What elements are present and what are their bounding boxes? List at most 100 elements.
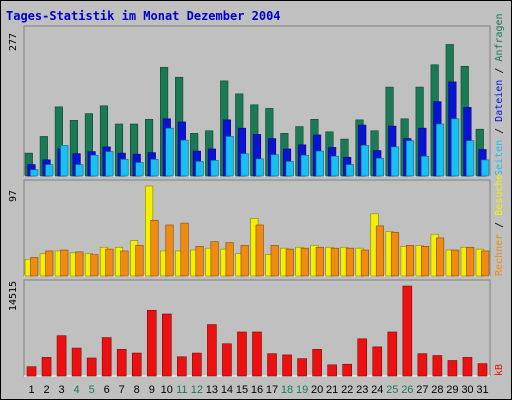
bar-rechner-7 [120, 250, 129, 277]
day-label-29: 29 [446, 384, 458, 396]
bar-rechner-27 [420, 246, 430, 277]
bar-rechner-23 [360, 249, 369, 277]
day-label-13: 13 [206, 384, 218, 396]
bar-kb-15 [237, 331, 247, 377]
legend-visits: Rechner / Besuche [494, 174, 505, 276]
day-label-5: 5 [89, 384, 95, 396]
bar-seiten-6 [105, 151, 114, 177]
bar-seiten-28 [436, 123, 445, 177]
bar-rechner-25 [390, 232, 400, 277]
bar-seiten-22 [345, 164, 354, 177]
day-label-24: 24 [371, 384, 383, 396]
bar-seiten-21 [330, 155, 339, 177]
bar-rechner-15 [240, 245, 249, 277]
bar-kb-1 [26, 366, 37, 377]
bar-seiten-11 [180, 139, 189, 177]
day-label-6: 6 [104, 384, 110, 396]
bar-kb-25 [387, 331, 398, 377]
bar-seiten-26 [405, 140, 415, 177]
bar-kb-22 [342, 363, 352, 377]
bar-kb-31 [477, 363, 488, 377]
legend-kb: kB [494, 364, 505, 376]
bar-seiten-7 [120, 159, 129, 177]
panel-hits-ymax-label: 277 [8, 33, 19, 51]
bar-seiten-8 [135, 162, 144, 177]
day-label-1: 1 [28, 384, 34, 396]
legend-hits: Seiten / Dateien / Anfragen [494, 13, 505, 176]
bar-rechner-1 [30, 257, 39, 277]
day-label-20: 20 [311, 384, 323, 396]
bar-seiten-23 [360, 145, 369, 177]
bar-seiten-2 [45, 164, 54, 177]
bar-seiten-24 [375, 158, 385, 177]
bar-rechner-10 [165, 224, 174, 277]
bar-kb-13 [207, 324, 217, 377]
day-label-17: 17 [266, 384, 278, 396]
day-label-10: 10 [161, 384, 173, 396]
legend-kb-part-0: kB [494, 364, 505, 376]
bar-rechner-6 [105, 248, 114, 277]
bar-rechner-21 [330, 247, 339, 277]
bar-kb-9 [146, 309, 157, 377]
day-label-23: 23 [356, 384, 368, 396]
bar-rechner-18 [285, 248, 294, 277]
legend-hits-part-0: Seiten [494, 140, 505, 176]
bar-seiten-9 [150, 159, 159, 177]
day-label-2: 2 [43, 384, 49, 396]
day-label-27: 27 [416, 384, 428, 396]
bar-rechner-29 [451, 249, 460, 277]
bar-rechner-11 [180, 222, 189, 277]
bar-kb-10 [162, 313, 172, 377]
bar-kb-26 [402, 285, 413, 377]
bar-rechner-24 [375, 225, 385, 277]
day-label-11: 11 [176, 384, 187, 396]
bar-rechner-12 [195, 246, 204, 277]
bar-rechner-8 [135, 245, 144, 277]
legend-hits-part-1: / [494, 122, 505, 140]
bar-kb-21 [327, 364, 337, 377]
bar-kb-29 [447, 360, 458, 377]
day-label-3: 3 [59, 384, 65, 396]
bar-seiten-5 [90, 154, 99, 177]
bar-kb-8 [131, 352, 142, 377]
day-label-15: 15 [236, 384, 248, 396]
bar-seiten-1 [30, 169, 39, 177]
bar-kb-11 [177, 356, 187, 377]
bar-kb-18 [282, 354, 292, 377]
bar-kb-5 [86, 357, 97, 377]
day-label-30: 30 [461, 384, 473, 396]
bar-kb-16 [252, 331, 262, 377]
bar-kb-30 [462, 357, 473, 377]
day-label-19: 19 [296, 384, 308, 396]
bar-seiten-27 [420, 155, 430, 177]
day-label-22: 22 [341, 384, 353, 396]
bar-rechner-14 [225, 242, 234, 277]
bar-seiten-20 [315, 150, 324, 177]
day-label-8: 8 [134, 384, 140, 396]
day-label-26: 26 [401, 384, 413, 396]
bar-kb-24 [372, 346, 383, 377]
bar-rechner-28 [436, 237, 445, 277]
bar-rechner-2 [45, 250, 54, 277]
legend-visits-part-1: / [494, 216, 505, 234]
bar-rechner-3 [60, 249, 69, 277]
bar-rechner-17 [270, 245, 279, 277]
bar-rechner-20 [315, 246, 324, 277]
bar-rechner-19 [300, 247, 309, 277]
bar-seiten-18 [285, 161, 294, 177]
day-label-31: 31 [476, 384, 488, 396]
day-label-14: 14 [221, 384, 233, 396]
day-label-28: 28 [431, 384, 443, 396]
panel-kb-ymax-label: 14515 [8, 281, 19, 311]
bar-kb-3 [56, 335, 67, 377]
legend-visits-part-2: Besuche [494, 174, 505, 216]
bar-rechner-4 [75, 251, 84, 277]
bar-kb-7 [116, 349, 127, 377]
day-label-16: 16 [251, 384, 263, 396]
bar-rechner-16 [255, 224, 264, 277]
legend-hits-part-3: / [494, 62, 505, 80]
bar-rechner-13 [210, 241, 219, 277]
bar-seiten-17 [270, 154, 279, 177]
day-label-18: 18 [281, 384, 293, 396]
